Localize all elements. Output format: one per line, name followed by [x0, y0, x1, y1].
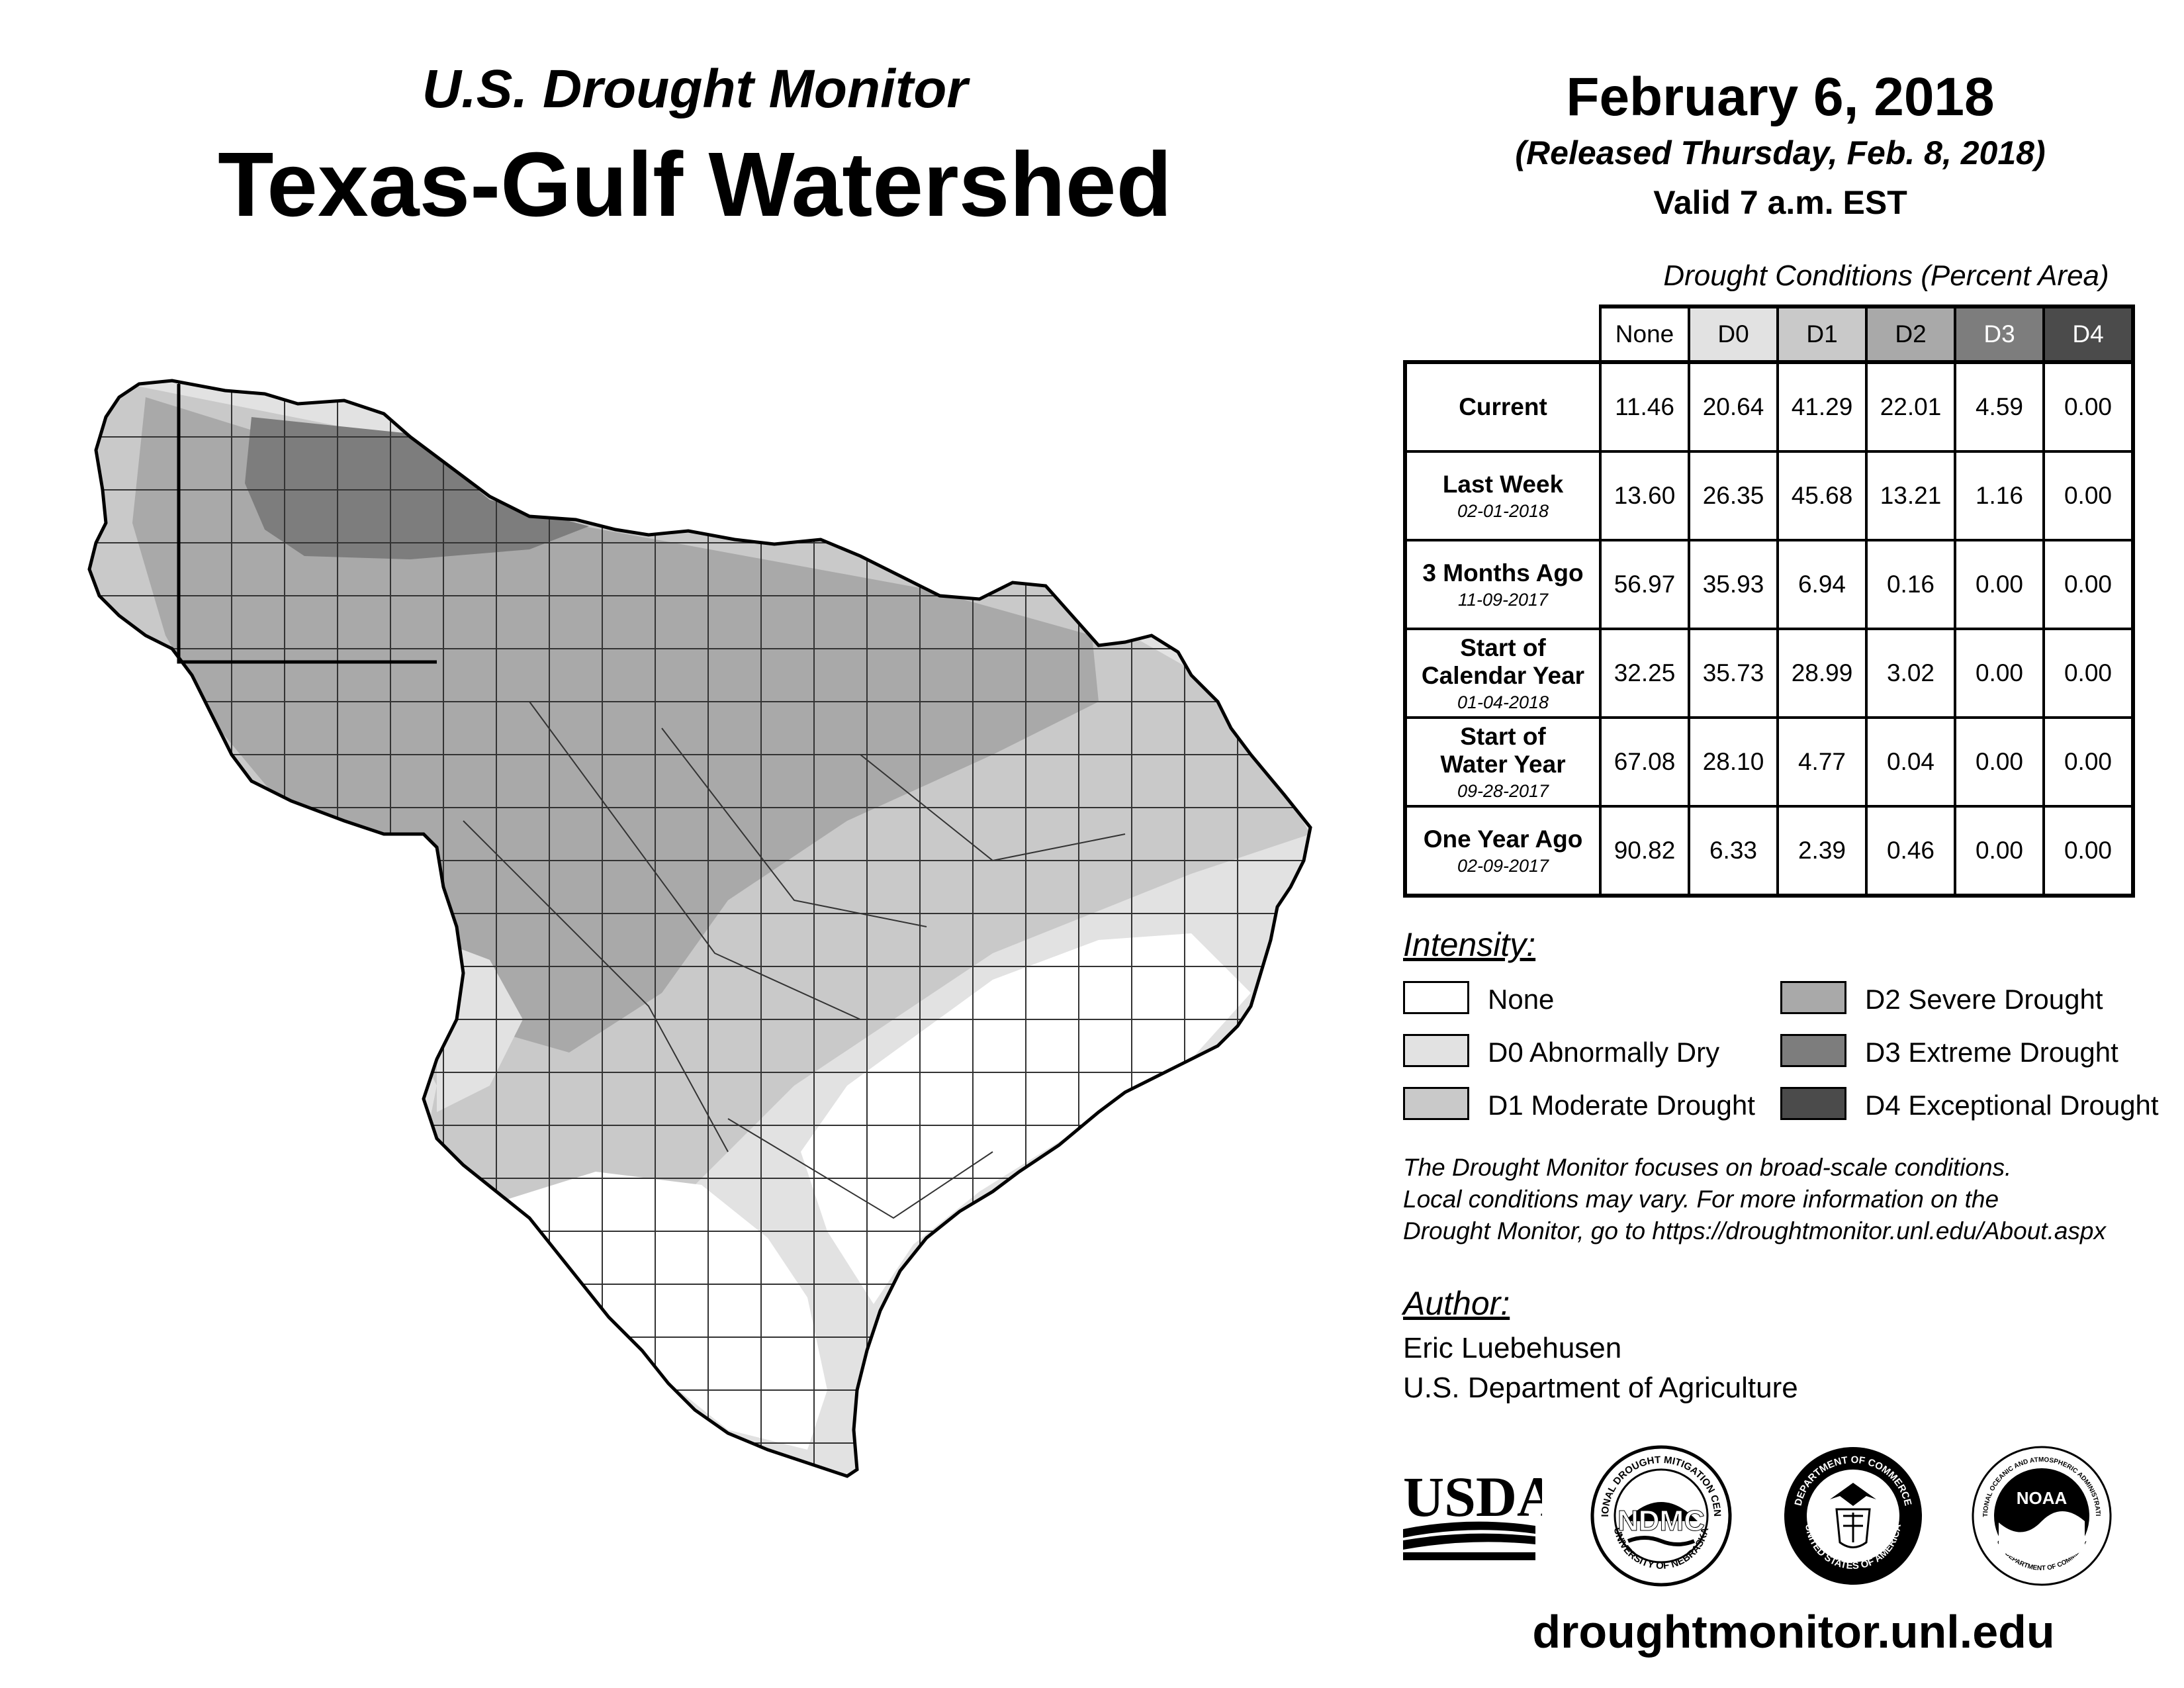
cell-3mo-none: 56.97 — [1599, 539, 1690, 630]
table-header-row: None D0 D1 D2 D3 D4 — [1405, 305, 2135, 364]
note-line: Local conditions may vary. For more info… — [1403, 1186, 1999, 1213]
cell-1yr-none: 90.82 — [1599, 805, 1690, 898]
cell-water-d0: 28.10 — [1688, 716, 1779, 808]
legend-swatch — [1403, 1087, 1469, 1120]
state-boundary — [177, 384, 437, 664]
cell-water-d4: 0.00 — [2042, 716, 2135, 808]
cell-water-d3: 0.00 — [1954, 716, 2045, 808]
note-line: Drought Monitor, go to https://droughtmo… — [1403, 1217, 2106, 1244]
legend-heading: Intensity: — [1403, 926, 1536, 963]
table-row: Last Week 02-01-2018 13.60 26.35 45.68 13… — [1403, 450, 2135, 541]
legend-swatch — [1403, 981, 1469, 1014]
cell-lastweek-none: 13.60 — [1599, 450, 1690, 541]
cell-3mo-d4: 0.00 — [2042, 539, 2135, 630]
row-label-last-week: Last Week 02-01-2018 — [1403, 450, 1602, 541]
legend-label: D1 Moderate Drought — [1488, 1090, 1755, 1121]
col-header-d3: D3 — [1954, 305, 2045, 364]
legend-label: D0 Abnormally Dry — [1488, 1037, 1720, 1068]
usda-logo-text: USDA — [1403, 1466, 1542, 1528]
cell-current-d1: 41.29 — [1776, 361, 1868, 453]
commerce-seal-logo: DEPARTMENT OF COMMERCE UNITED STATES OF … — [1784, 1447, 1922, 1585]
legend-swatch — [1780, 1087, 1846, 1120]
cell-current-none: 11.46 — [1599, 361, 1690, 453]
author-organization: U.S. Department of Agriculture — [1403, 1372, 1798, 1404]
legend-label: D4 Exceptional Drought — [1865, 1090, 2159, 1121]
legend-label: None — [1488, 984, 1555, 1015]
map-title: Texas-Gulf Watershed — [218, 134, 1172, 236]
disclaimer-note: The Drought Monitor focuses on broad-sca… — [1403, 1152, 2106, 1247]
cell-3mo-d0: 35.93 — [1688, 539, 1779, 630]
cell-current-d3: 4.59 — [1954, 361, 2045, 453]
legend-swatch — [1780, 1034, 1846, 1067]
col-header-d4: D4 — [2042, 305, 2135, 364]
cell-water-none: 67.08 — [1599, 716, 1690, 808]
legend-label: D3 Extreme Drought — [1865, 1037, 2118, 1068]
cell-water-d2: 0.04 — [1865, 716, 1956, 808]
cell-lastweek-d0: 26.35 — [1688, 450, 1779, 541]
note-line: The Drought Monitor focuses on broad-sca… — [1403, 1154, 2012, 1181]
map-subtitle: U.S. Drought Monitor — [422, 59, 968, 119]
cell-1yr-d2: 0.46 — [1865, 805, 1956, 898]
cell-cal-none: 32.25 — [1599, 628, 1690, 719]
usda-logo: USDA — [1403, 1466, 1542, 1560]
cell-cal-d2: 3.02 — [1865, 628, 1956, 719]
drought-conditions-table: None D0 D1 D2 D3 D4 Current 11.46 20.64 … — [1403, 305, 2135, 898]
cell-lastweek-d1: 45.68 — [1776, 450, 1868, 541]
noaa-logo: NATIONAL OCEANIC AND ATMOSPHERIC ADMINIS… — [1969, 1443, 2112, 1586]
cell-3mo-d3: 0.00 — [1954, 539, 2045, 630]
cell-lastweek-d3: 1.16 — [1954, 450, 2045, 541]
cell-1yr-d0: 6.33 — [1688, 805, 1779, 898]
row-label-start-water-year: Start of Water Year 09-28-2017 — [1403, 716, 1602, 808]
cell-1yr-d4: 0.00 — [2042, 805, 2135, 898]
author-name: Eric Luebehusen — [1403, 1332, 1622, 1364]
table-row: One Year Ago 02-09-2017 90.82 6.33 2.39 0… — [1403, 805, 2135, 898]
website-link[interactable]: droughtmonitor.unl.edu — [1532, 1606, 2055, 1658]
watershed-map — [66, 357, 1363, 1549]
legend-label: D2 Severe Drought — [1865, 984, 2103, 1015]
cell-3mo-d1: 6.94 — [1776, 539, 1868, 630]
cell-1yr-d1: 2.39 — [1776, 805, 1868, 898]
col-header-d2: D2 — [1865, 305, 1956, 364]
cell-lastweek-d4: 0.00 — [2042, 450, 2135, 541]
table-row: 3 Months Ago 11-09-2017 56.97 35.93 6.94 … — [1403, 539, 2135, 630]
row-label-start-calendar-year: Start of Calendar Year 01-04-2018 — [1403, 628, 1602, 719]
cell-water-d1: 4.77 — [1776, 716, 1868, 808]
ndmc-logo-text: NDMC — [1617, 1505, 1705, 1537]
table-row: Start of Water Year 09-28-2017 67.08 28.1… — [1403, 716, 2135, 808]
cell-cal-d4: 0.00 — [2042, 628, 2135, 719]
legend-swatch — [1403, 1034, 1469, 1067]
table-row: Current 11.46 20.64 41.29 22.01 4.59 0.0… — [1403, 361, 2135, 453]
table-caption: Drought Conditions (Percent Area) — [1663, 259, 2109, 292]
cell-current-d2: 22.01 — [1865, 361, 1956, 453]
legend-swatch — [1780, 981, 1846, 1014]
cell-current-d4: 0.00 — [2042, 361, 2135, 453]
cell-lastweek-d2: 13.21 — [1865, 450, 1956, 541]
row-label-3-months-ago: 3 Months Ago 11-09-2017 — [1403, 539, 1602, 630]
cell-cal-d1: 28.99 — [1776, 628, 1868, 719]
col-header-d1: D1 — [1776, 305, 1868, 364]
row-label-current: Current — [1403, 361, 1602, 453]
table-row: Start of Calendar Year 01-04-2018 32.25 3… — [1403, 628, 2135, 719]
map-date: February 6, 2018 — [1566, 67, 1995, 127]
cell-3mo-d2: 0.16 — [1865, 539, 1956, 630]
col-header-d0: D0 — [1688, 305, 1779, 364]
author-heading: Author: — [1403, 1285, 1510, 1322]
noaa-logo-text: NOAA — [2017, 1488, 2068, 1508]
cell-current-d0: 20.64 — [1688, 361, 1779, 453]
cell-cal-d0: 35.73 — [1688, 628, 1779, 719]
release-date: (Released Thursday, Feb. 8, 2018) — [1515, 134, 2046, 171]
ndmc-logo: NATIONAL DROUGHT MITIGATION CENTER UNIVE… — [1588, 1443, 1732, 1587]
valid-time: Valid 7 a.m. EST — [1653, 184, 1907, 221]
table-corner — [1405, 306, 1602, 364]
cell-cal-d3: 0.00 — [1954, 628, 2045, 719]
cell-1yr-d3: 0.00 — [1954, 805, 2045, 898]
col-header-none: None — [1599, 305, 1690, 364]
row-label-one-year-ago: One Year Ago 02-09-2017 — [1403, 805, 1602, 898]
